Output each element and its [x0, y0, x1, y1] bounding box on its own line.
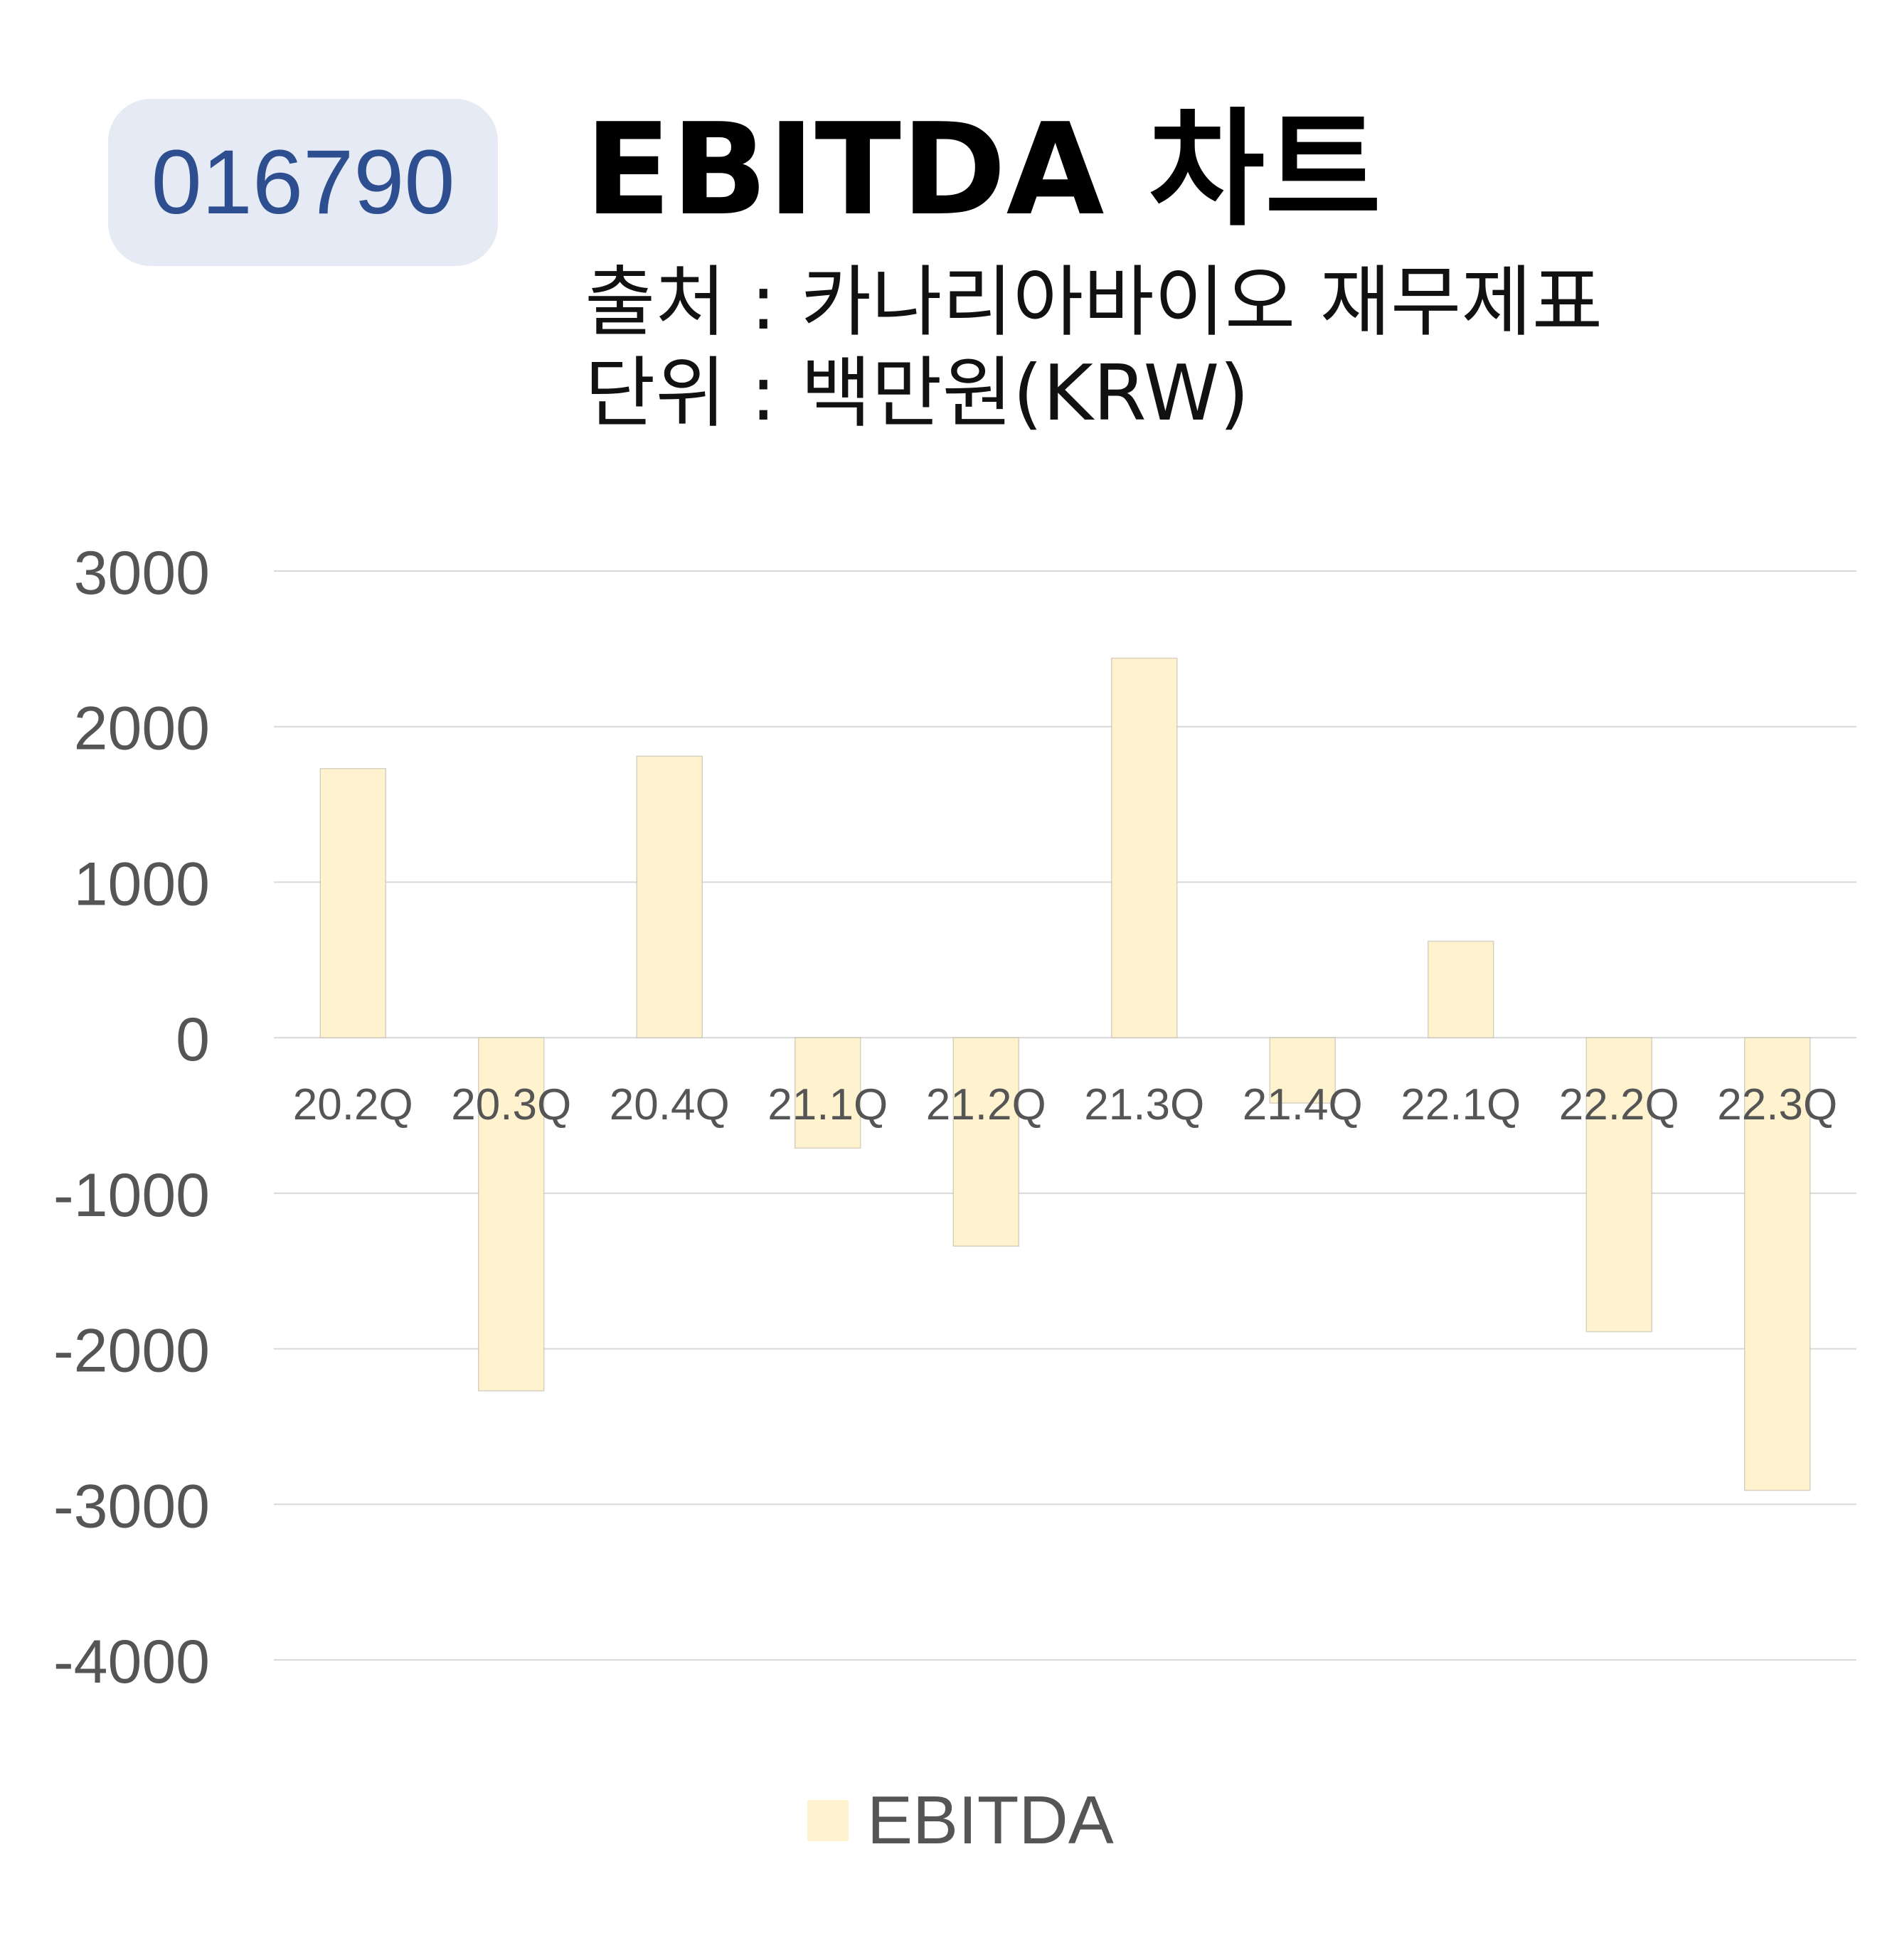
- y-tick-label: 2000: [74, 695, 210, 763]
- bar: [319, 768, 386, 1038]
- bar: [1744, 1037, 1811, 1491]
- bar: [952, 1037, 1019, 1247]
- x-tick-label: 22.1Q: [1401, 1080, 1521, 1129]
- bar: [1428, 940, 1494, 1038]
- bar: [1269, 1037, 1336, 1104]
- x-tick-label: 21.3Q: [1084, 1080, 1204, 1129]
- x-tick-label: 20.4Q: [610, 1080, 730, 1129]
- x-tick-label: 21.4Q: [1243, 1080, 1363, 1129]
- stock-code-badge: 016790: [108, 99, 498, 266]
- x-tick-label: 22.3Q: [1717, 1080, 1837, 1129]
- y-tick-label: -4000: [53, 1628, 210, 1696]
- x-tick-label: 21.2Q: [926, 1080, 1046, 1129]
- bar: [795, 1037, 861, 1149]
- chart-title: EBITDA 차트: [585, 96, 1381, 243]
- chart-legend: EBITDA: [807, 1782, 1114, 1858]
- y-tick-label: -1000: [53, 1161, 210, 1230]
- stock-code: 016790: [151, 132, 455, 233]
- x-tick-label: 20.3Q: [451, 1080, 571, 1129]
- x-tick-label: 22.2Q: [1559, 1080, 1679, 1129]
- bar: [1585, 1037, 1652, 1333]
- y-tick-label: 1000: [74, 850, 210, 918]
- chart-unit: 단위 : 백만원(KRW): [585, 349, 1250, 438]
- legend-label: EBITDA: [867, 1782, 1114, 1858]
- bar: [478, 1037, 545, 1392]
- y-tick-label: 0: [176, 1006, 210, 1074]
- y-tick-label: 3000: [74, 539, 210, 607]
- x-tick-label: 20.2Q: [293, 1080, 413, 1129]
- bar: [1111, 657, 1178, 1038]
- x-tick-label: 21.1Q: [767, 1080, 888, 1129]
- y-tick-label: -3000: [53, 1472, 210, 1540]
- bar: [636, 755, 703, 1038]
- legend-swatch: [807, 1800, 849, 1841]
- chart-source: 출처 : 카나리아바이오 재무제표: [585, 258, 1603, 347]
- y-tick-label: -2000: [53, 1317, 210, 1385]
